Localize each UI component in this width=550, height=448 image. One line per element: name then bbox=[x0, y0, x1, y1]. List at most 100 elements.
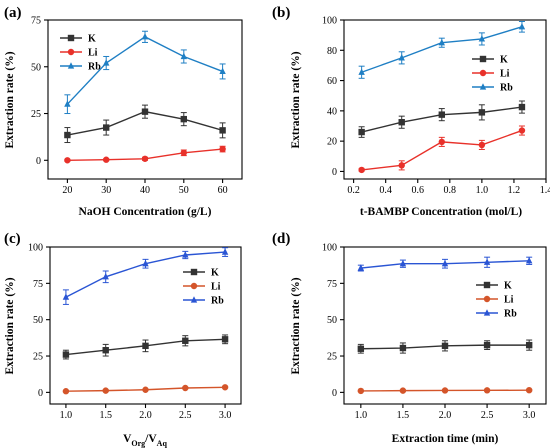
data-point-li bbox=[102, 387, 109, 394]
y-axis-label: Extraction rate (%) bbox=[4, 277, 16, 374]
legend-marker bbox=[483, 309, 491, 316]
data-point-li bbox=[182, 384, 189, 392]
data-point-li bbox=[219, 145, 226, 153]
data-point-k bbox=[62, 351, 70, 358]
data-point-rb bbox=[518, 23, 526, 30]
series-k bbox=[62, 334, 229, 360]
y-axis-label: Extraction rate (%) bbox=[290, 277, 302, 374]
data-point-li bbox=[478, 141, 486, 149]
x-tick-label: 0.8 bbox=[444, 185, 457, 196]
x-tick-label: 1.5 bbox=[397, 410, 410, 421]
y-tick-label: 80 bbox=[327, 46, 337, 57]
data-point-k bbox=[518, 103, 526, 111]
data-point-rb bbox=[483, 258, 491, 265]
legend: K Li Rb bbox=[472, 55, 513, 94]
legend-marker bbox=[479, 55, 487, 63]
series-li bbox=[358, 125, 526, 174]
legend-marker bbox=[479, 69, 487, 77]
x-tick-label: 3.0 bbox=[523, 410, 536, 421]
x-tick-label: 1.4 bbox=[540, 185, 550, 196]
legend-marker bbox=[190, 296, 198, 303]
x-axis-label-part: Aq bbox=[157, 439, 168, 448]
y-tick-label: 0 bbox=[332, 167, 337, 178]
series-k bbox=[64, 104, 226, 144]
legend-label: K bbox=[500, 55, 508, 66]
x-tick-label: 30 bbox=[101, 185, 111, 196]
x-tick-label: 1.5 bbox=[99, 410, 112, 421]
x-axis-label: VOrg/VAq bbox=[123, 433, 167, 448]
data-point-rb bbox=[478, 35, 486, 42]
data-point-k bbox=[103, 124, 110, 131]
series-line-rb bbox=[65, 251, 226, 298]
legend-label: K bbox=[211, 268, 219, 279]
data-point-li bbox=[518, 127, 526, 134]
y-axis-label: Extraction rate (%) bbox=[290, 51, 302, 148]
x-tick-label: 1.0 bbox=[476, 185, 489, 196]
legend-label: Rb bbox=[504, 309, 517, 320]
chart-panel-c: (c) 1.0 1.5 2.0 2.5 3.0 0 25 50 75 100 VOrg/VAq Extr… bbox=[4, 231, 242, 448]
y-tick-label: 0 bbox=[332, 388, 337, 399]
legend-marker bbox=[190, 282, 198, 290]
data-point-k bbox=[64, 131, 71, 139]
data-point-rb bbox=[102, 273, 109, 280]
legend: K Li Rb bbox=[183, 268, 224, 307]
data-point-li bbox=[64, 157, 71, 164]
data-point-li bbox=[398, 162, 405, 169]
x-axis-label: t-BAMBP Concentration (mol/L) bbox=[360, 206, 522, 218]
x-tick-label: 20 bbox=[62, 185, 72, 196]
legend-label: K bbox=[88, 34, 96, 45]
x-tick-label: 1.2 bbox=[508, 185, 521, 196]
chart-panel-a: (a) 20 30 40 50 60 0 25 50 75 NaOH Concentration (… bbox=[4, 5, 243, 218]
data-point-rb bbox=[182, 251, 189, 258]
data-point-rb bbox=[103, 59, 110, 66]
legend-label: Rb bbox=[500, 83, 513, 94]
data-point-k bbox=[399, 344, 407, 352]
y-tick-label: 100 bbox=[322, 243, 337, 254]
data-point-k bbox=[525, 341, 533, 349]
legend-marker bbox=[483, 281, 491, 289]
y-tick-label: 20 bbox=[327, 137, 337, 148]
series-k bbox=[357, 339, 533, 354]
y-tick-label: 60 bbox=[327, 76, 337, 87]
panel-label: (d) bbox=[272, 231, 290, 247]
data-point-li bbox=[103, 156, 110, 163]
data-point-rb bbox=[180, 52, 187, 60]
data-point-k bbox=[358, 128, 365, 136]
data-point-li bbox=[141, 155, 149, 162]
series-li bbox=[64, 145, 226, 164]
data-point-k bbox=[441, 342, 449, 350]
chart-panel-b: (b) 0.2 0.4 0.6 0.8 1.0 1.2 1.4 0 20 40 60 80 100 t-BA… bbox=[272, 5, 550, 218]
data-point-rb bbox=[141, 33, 149, 40]
y-tick-label: 40 bbox=[327, 106, 337, 117]
data-point-li bbox=[399, 387, 407, 394]
data-point-li bbox=[62, 388, 70, 395]
data-point-rb bbox=[441, 259, 449, 267]
data-point-li bbox=[483, 387, 491, 394]
legend-marker bbox=[479, 83, 487, 90]
y-axis-label: Extraction rate (%) bbox=[4, 51, 16, 148]
data-point-k bbox=[102, 347, 109, 354]
series-k bbox=[358, 100, 526, 138]
x-tick-label: 50 bbox=[179, 185, 189, 196]
data-point-k bbox=[221, 336, 229, 343]
data-point-k bbox=[398, 119, 405, 126]
x-tick-label: 3.0 bbox=[219, 410, 232, 421]
panel-label: (b) bbox=[272, 5, 290, 21]
data-point-li bbox=[525, 386, 533, 394]
y-tick-label: 75 bbox=[327, 279, 337, 290]
chart-panel-d: (d) 1.0 1.5 2.0 2.5 3.0 0 25 50 75 100 Extraction t… bbox=[272, 231, 547, 445]
legend-marker bbox=[67, 34, 75, 42]
legend-label: Li bbox=[500, 69, 510, 80]
legend-label: Li bbox=[211, 282, 221, 293]
y-tick-label: 0 bbox=[38, 388, 43, 399]
data-point-k bbox=[438, 111, 445, 118]
data-point-rb bbox=[64, 100, 71, 107]
x-axis-label-part: V bbox=[123, 433, 132, 445]
plot-frame bbox=[47, 19, 243, 180]
x-tick-label: 40 bbox=[140, 185, 150, 196]
legend-marker bbox=[483, 295, 491, 303]
panel-label: (a) bbox=[4, 5, 22, 21]
y-tick-label: 50 bbox=[31, 62, 41, 73]
y-tick-label: 75 bbox=[31, 16, 41, 27]
